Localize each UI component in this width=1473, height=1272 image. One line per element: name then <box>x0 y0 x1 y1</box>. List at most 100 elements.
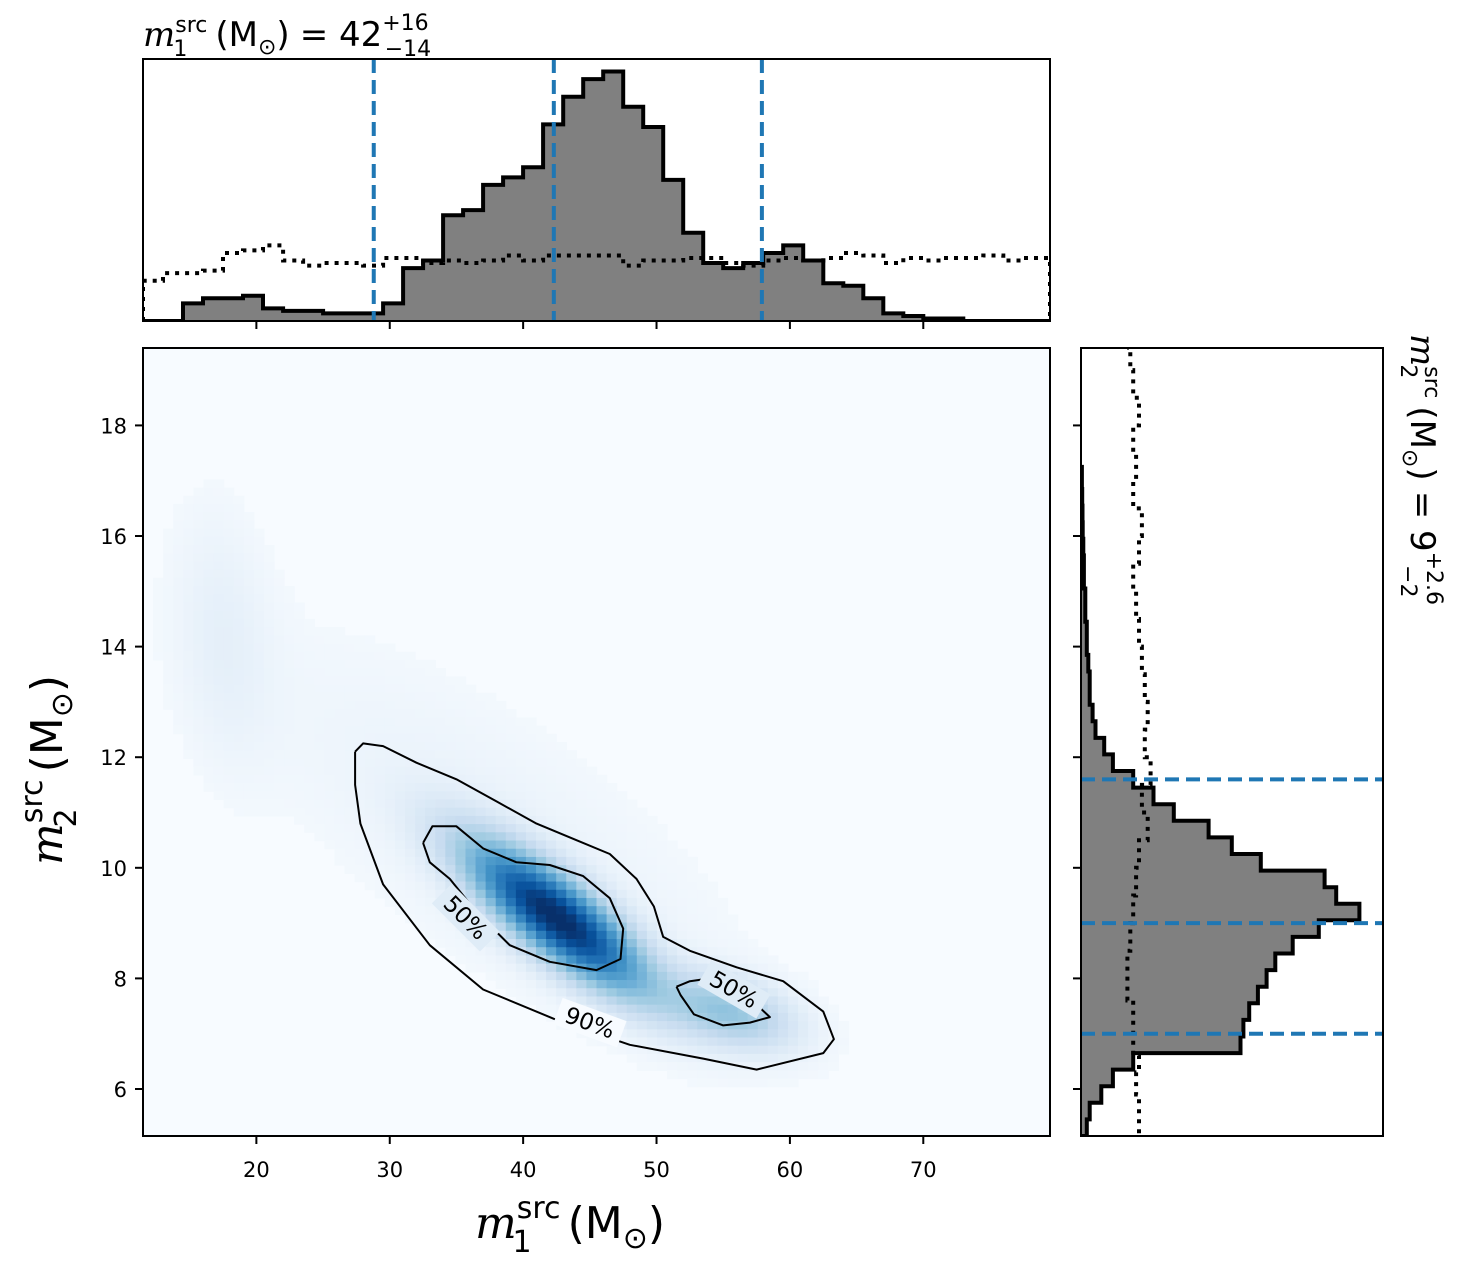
heatmap-cell <box>576 988 588 998</box>
heatmap-cell <box>284 668 295 677</box>
heatmap-cell <box>384 791 396 801</box>
heatmap-cell <box>727 1078 739 1088</box>
heatmap-cell <box>767 1070 779 1080</box>
heatmap-cell <box>626 922 638 932</box>
heatmap-cell <box>153 594 164 604</box>
heatmap-cell <box>243 618 255 628</box>
heatmap-cell <box>294 750 305 760</box>
heatmap-cell <box>717 1062 729 1071</box>
heatmap-cell <box>173 602 184 612</box>
heatmap-cell <box>465 742 477 751</box>
heatmap-cell <box>465 799 477 809</box>
heatmap-cell <box>394 700 406 710</box>
heatmap-cell <box>334 659 346 669</box>
heatmap-cell <box>213 610 225 620</box>
heatmap-cell <box>445 799 457 809</box>
heatmap-cell <box>324 684 336 694</box>
heatmap-cell <box>495 717 507 727</box>
heatmap-cell <box>455 742 467 751</box>
heatmap-cell <box>203 758 215 768</box>
heatmap-cell <box>354 659 366 669</box>
heatmap-cell <box>374 815 386 825</box>
heatmap-cell <box>586 963 598 973</box>
heatmap-cell <box>223 684 235 694</box>
heatmap-cell <box>213 774 225 784</box>
heatmap-cell <box>495 939 507 948</box>
heatmap-cell <box>515 750 527 760</box>
heatmap-cell <box>274 594 285 604</box>
heatmap-cell <box>808 1021 819 1030</box>
heatmap-cell <box>284 618 295 628</box>
heatmap-cell <box>304 700 315 710</box>
heatmap-cell <box>697 1029 708 1039</box>
heatmap-cell <box>394 766 406 776</box>
heatmap-cell <box>294 668 305 677</box>
heatmap-cell <box>284 742 295 751</box>
heatmap-cell <box>576 971 588 981</box>
heatmap-cell <box>465 709 477 718</box>
heatmap-cell <box>163 618 174 628</box>
contour-90-line <box>354 742 835 1071</box>
heatmap-cell <box>193 700 205 710</box>
heatmap-cell <box>525 881 537 891</box>
heatmap-cell <box>173 512 184 521</box>
heatmap-cell <box>405 815 416 825</box>
heatmap-cell <box>243 635 255 645</box>
heatmap-cell <box>274 643 285 653</box>
heatmap-cell <box>828 1021 839 1030</box>
heatmap-cell <box>485 963 497 973</box>
heatmap-cell <box>465 848 477 858</box>
heatmap-cell <box>626 939 638 948</box>
heatmap-cell <box>425 700 436 710</box>
heatmap-cell <box>606 865 618 874</box>
heatmap-cell <box>656 1029 668 1039</box>
heatmap-cell <box>606 996 618 1006</box>
heatmap-cell <box>364 824 376 833</box>
heatmap-cell <box>304 824 315 833</box>
heatmap-cell <box>223 717 235 727</box>
heatmap-cell <box>314 700 325 710</box>
heatmap-cell <box>435 758 446 768</box>
heatmap-cell <box>384 824 396 833</box>
heatmap-cell <box>727 914 739 924</box>
heatmap-cell <box>546 799 557 809</box>
heatmap-cell <box>173 717 184 727</box>
heatmap-cell <box>354 668 366 677</box>
heatmap-cell <box>505 799 517 809</box>
heatmap-cell <box>546 963 557 973</box>
heatmap-cell <box>566 897 577 907</box>
heatmap-cell <box>747 1021 759 1030</box>
heatmap-cell <box>344 651 356 661</box>
heatmap-cell <box>284 602 295 612</box>
heatmap-cell <box>828 1053 839 1063</box>
heatmap-cell <box>656 914 668 924</box>
heatmap-cell <box>656 873 668 883</box>
heatmap-cell <box>425 791 436 801</box>
heatmap-cell <box>667 897 678 907</box>
heatmap-cell <box>566 971 577 981</box>
heatmap-cell <box>163 676 174 686</box>
heatmap-cell <box>314 627 325 636</box>
heatmap-cell <box>808 1037 819 1047</box>
heatmap-cell <box>163 602 174 612</box>
heatmap-cell <box>556 742 567 751</box>
heatmap-cell <box>284 610 295 620</box>
heatmap-cell <box>274 799 285 809</box>
heatmap-cell <box>173 520 184 530</box>
heatmap-cell <box>445 922 457 932</box>
heatmap-cell <box>183 561 194 571</box>
heatmap-cell <box>465 717 477 727</box>
heatmap-cell <box>586 791 598 801</box>
heatmap-cell <box>566 815 577 825</box>
heatmap-cell <box>394 873 406 883</box>
heatmap-cell <box>294 733 305 743</box>
heatmap-cell <box>495 881 507 891</box>
heatmap-cell <box>576 824 588 833</box>
heatmap-cell <box>455 717 467 727</box>
heatmap-cell <box>263 783 275 792</box>
heatmap-cell <box>445 947 457 957</box>
heatmap-cell <box>667 873 678 883</box>
heatmap-cell <box>717 1078 729 1088</box>
heatmap-cell <box>415 873 426 883</box>
heatmap-cell <box>374 709 386 718</box>
